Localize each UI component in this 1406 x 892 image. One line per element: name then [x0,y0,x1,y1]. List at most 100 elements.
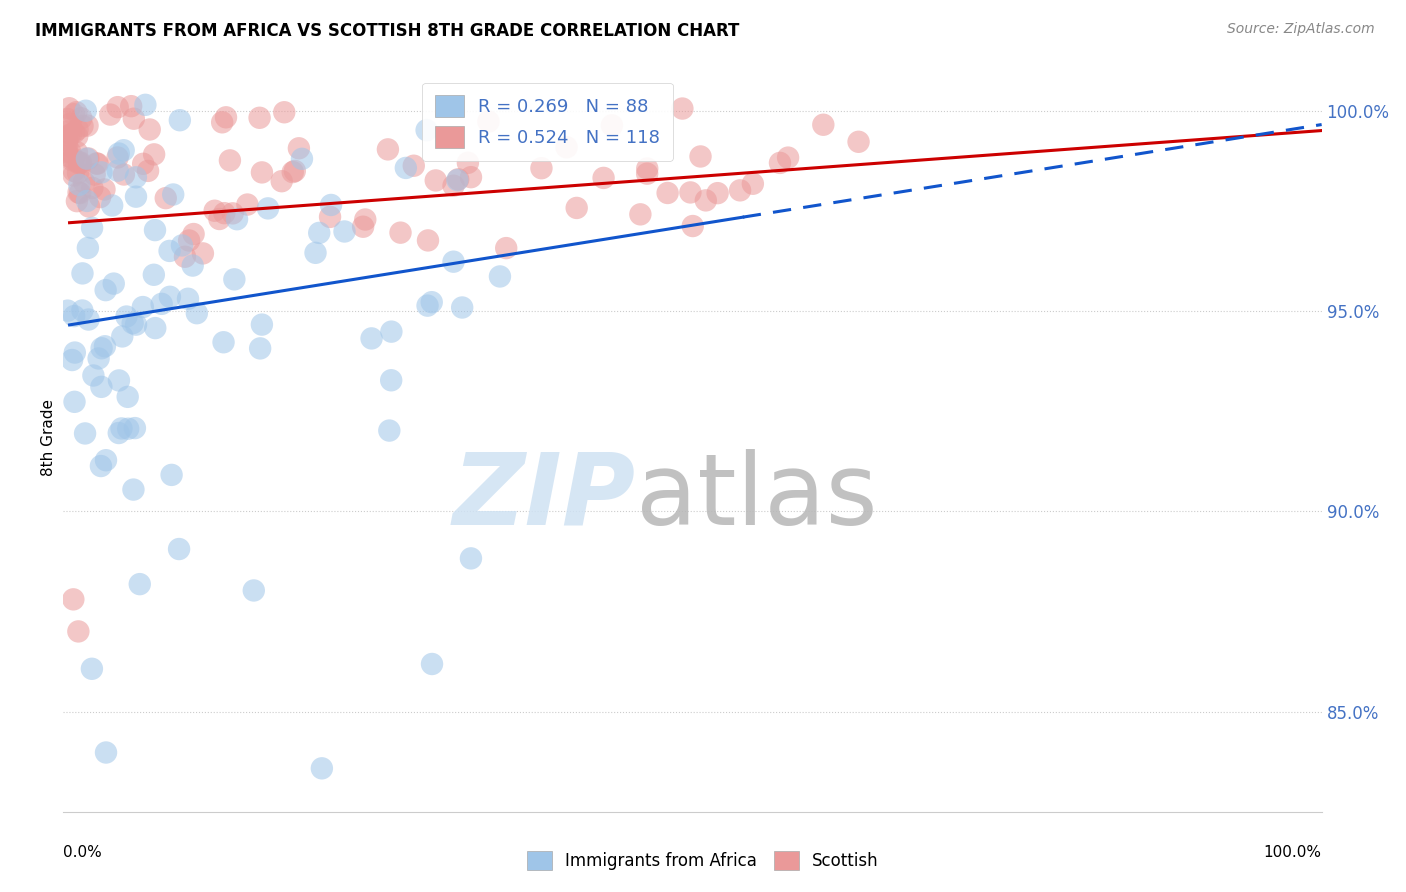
Point [530,161,553,176]
Point [76,241,98,255]
Point [72,303,94,318]
Point [58,149,80,163]
Point [66,122,89,136]
Y-axis label: 8th Grade: 8th Grade [41,399,56,475]
Point [73,175,96,189]
Point [94,453,117,467]
Point [75,103,97,118]
Text: 100.0%: 100.0% [1264,845,1322,860]
Point [425,173,447,187]
Point [134,98,156,112]
Point [308,226,330,240]
Point [443,254,465,268]
Point [489,269,512,284]
Point [63,126,86,140]
Point [69,186,91,200]
Point [243,583,266,598]
Text: atlas: atlas [636,449,877,546]
Point [402,159,425,173]
Point [62,592,84,607]
Point [117,390,139,404]
Point [447,172,470,186]
Point [420,295,443,310]
Point [59,145,82,160]
Point [120,99,142,113]
Point [107,151,129,165]
Point [555,140,578,154]
Point [215,111,238,125]
Point [80,221,103,235]
Point [160,467,183,482]
Point [132,300,155,314]
Point [183,227,205,241]
Point [83,168,105,182]
Text: ZIP: ZIP [453,449,636,546]
Text: Source: ZipAtlas.com: Source: ZipAtlas.com [1227,22,1375,37]
Point [174,250,197,264]
Point [169,113,191,128]
Point [56,138,79,153]
Point [257,202,280,216]
Point [107,100,129,114]
Point [56,145,79,159]
Point [162,187,184,202]
Point [82,181,104,195]
Point [66,194,89,209]
Point [143,321,166,335]
Point [66,129,89,144]
Point [689,149,711,163]
Point [143,223,166,237]
Point [101,198,124,212]
Point [451,301,474,315]
Point [214,206,236,220]
Point [76,119,98,133]
Point [125,189,148,203]
Point [77,152,100,166]
Point [457,156,479,170]
Point [111,329,134,343]
Point [56,112,79,126]
Point [219,153,242,168]
Point [352,219,374,234]
Point [170,238,193,252]
Point [143,147,166,161]
Point [77,312,100,326]
Point [212,335,235,350]
Point [98,107,121,121]
Point [136,164,159,178]
Point [628,207,651,221]
Point [112,168,135,182]
Point [177,292,200,306]
Point [250,318,273,332]
Point [90,380,112,394]
Point [460,170,482,185]
Point [124,421,146,435]
Point [155,191,177,205]
Point [181,259,204,273]
Point [63,309,86,323]
Point [67,156,90,170]
Point [477,114,499,128]
Point [250,165,273,179]
Point [671,102,693,116]
Point [94,746,117,760]
Point [138,122,160,136]
Point [65,105,87,120]
Point [226,212,249,227]
Point [600,119,623,133]
Point [778,151,800,165]
Point [58,101,80,115]
Point [77,200,100,214]
Point [82,368,104,383]
Point [86,156,108,170]
Point [142,268,165,282]
Point [284,164,307,178]
Point [150,297,173,311]
Point [60,153,83,167]
Point [592,170,614,185]
Point [177,234,200,248]
Point [378,424,401,438]
Point [107,163,129,178]
Point [115,310,138,324]
Point [304,245,326,260]
